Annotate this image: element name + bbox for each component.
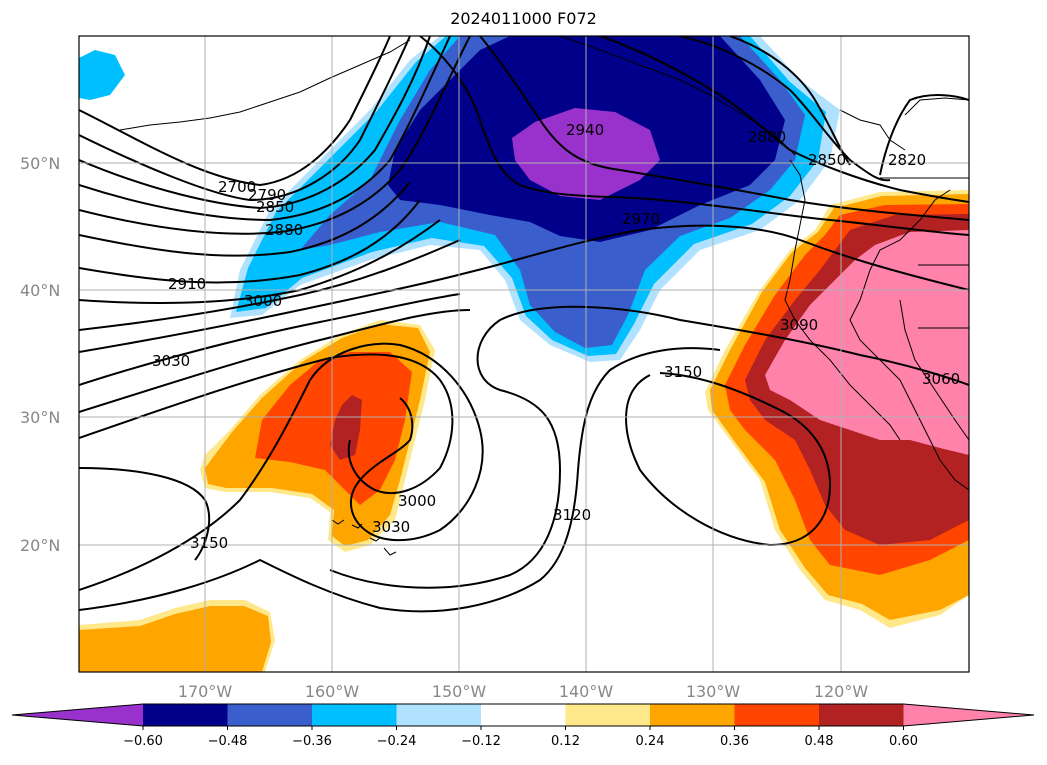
lat-label: 50°N	[20, 154, 60, 173]
contour-label: 2940	[566, 121, 604, 139]
colorbar-tick-label: −0.60	[123, 734, 163, 749]
contour-label: 3150	[664, 363, 702, 381]
contour-label: 3000	[244, 292, 282, 310]
latitude-labels: 50°N 40°N 30°N 20°N	[20, 154, 60, 555]
contour-label: 3090	[780, 316, 818, 334]
colorbar-extend-max	[903, 704, 1034, 726]
map-title: 2024011000 F072	[450, 9, 597, 28]
colorbar-segment	[819, 704, 904, 726]
lon-label: 140°W	[559, 682, 614, 701]
colorbar-segment	[650, 704, 735, 726]
colorbar-tick-label: −0.24	[377, 734, 417, 749]
colorbar-tick-label: 0.12	[551, 734, 580, 749]
contour-label: 2700	[218, 178, 256, 196]
contour-label: 3000	[398, 492, 436, 510]
contour-label: 2850	[808, 151, 846, 169]
colorbar-segment	[143, 704, 228, 726]
colorbar-tick-label: −0.12	[461, 734, 501, 749]
colorbar-segment	[481, 704, 566, 726]
colorbar-tick-label: 0.36	[720, 734, 749, 749]
colorbar-segment	[312, 704, 397, 726]
colorbar-tick-label: −0.48	[208, 734, 248, 749]
colorbar-extend-min	[12, 704, 143, 726]
contour-label: 2850	[256, 198, 294, 216]
contour-label: 2790	[248, 186, 286, 204]
positive-anomaly-shading-central	[200, 320, 435, 552]
contour-label: 2910	[168, 275, 206, 293]
contour-label: 3030	[372, 518, 410, 536]
contour-labels: 2700 2790 2850 2880 2910 3000 3030 3150 …	[152, 121, 960, 552]
lon-label: 120°W	[814, 682, 869, 701]
contour-label: 2880	[748, 128, 786, 146]
contour-label: 3030	[152, 352, 190, 370]
contour-label: 2880	[265, 221, 303, 239]
contour-label: 3120	[553, 506, 591, 524]
lon-label: 150°W	[432, 682, 487, 701]
negative-anomaly-shading	[79, 36, 840, 362]
contour-label: 3150	[190, 534, 228, 552]
colorbar-segment	[227, 704, 313, 726]
colorbar-tick-label: 0.60	[889, 734, 918, 749]
gridlines	[79, 36, 969, 672]
lon-label: 160°W	[305, 682, 360, 701]
positive-anomaly-shading-east	[705, 190, 969, 628]
lat-label: 20°N	[20, 536, 60, 555]
positive-anomaly-shading-southwest	[79, 600, 275, 672]
colorbar-segment	[565, 704, 651, 726]
contour-label: 2970	[622, 210, 660, 228]
lat-label: 30°N	[20, 408, 60, 427]
colorbar-tick-label: 0.24	[636, 734, 665, 749]
colorbar: −0.60 −0.48 −0.36 −0.24 −0.12 0.12 0.24 0.36 0.4…	[11, 703, 1035, 749]
colorbar-tick-label: 0.48	[805, 734, 834, 749]
map-frame	[78, 35, 970, 673]
lon-label: 130°W	[686, 682, 741, 701]
lon-label: 170°W	[178, 682, 233, 701]
lat-label: 40°N	[20, 281, 60, 300]
height-contours	[79, 36, 969, 613]
longitude-labels: 170°W 160°W 150°W 140°W 130°W 120°W	[178, 682, 869, 701]
colorbar-segment	[734, 704, 820, 726]
colorbar-segment	[396, 704, 482, 726]
contour-label: 2820	[888, 151, 926, 169]
contour-label: 3060	[922, 370, 960, 388]
coastlines	[119, 36, 969, 556]
map-area: 2700 2790 2850 2880 2910 3000 3030 3150 …	[79, 36, 969, 672]
colorbar-tick-label: −0.36	[292, 734, 332, 749]
